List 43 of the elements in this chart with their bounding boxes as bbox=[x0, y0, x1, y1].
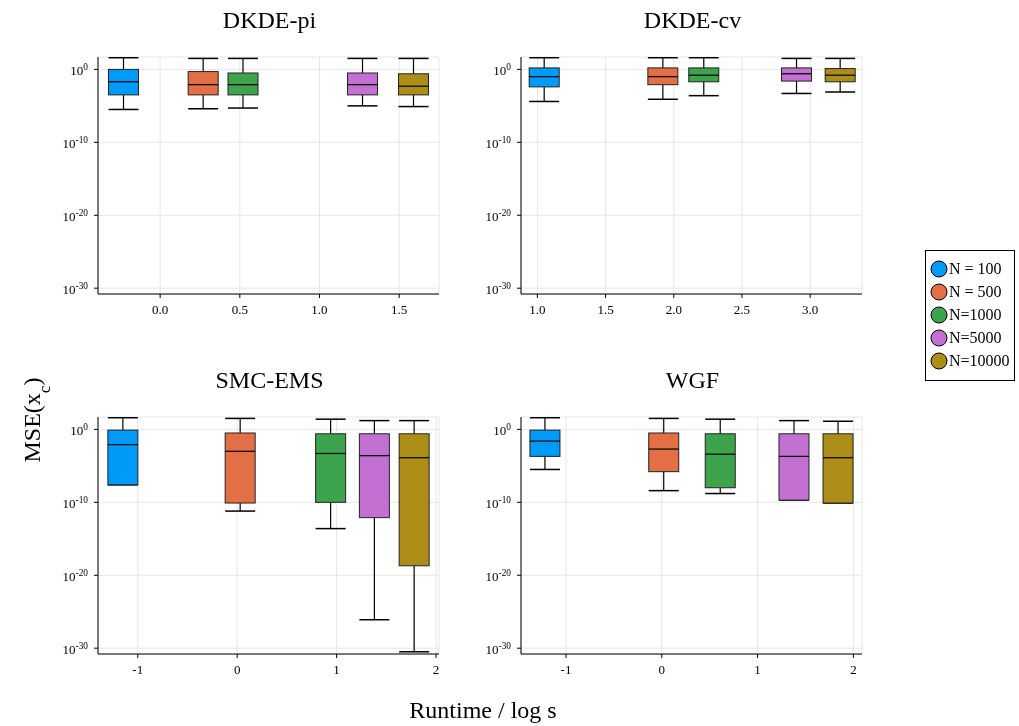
legend-label: N=1000 bbox=[949, 305, 1002, 324]
y-tick-label: 10$^{-10}$ bbox=[485, 495, 512, 512]
legend-label: N = 100 bbox=[949, 259, 1002, 278]
y-tick-label: 10$^{0}$ bbox=[70, 62, 89, 79]
chart-title: DKDE-cv bbox=[642, 6, 743, 35]
x-axis-title: Runtime / log s bbox=[409, 697, 557, 723]
legend-label: N=10000 bbox=[949, 351, 1010, 370]
legend-label: N = 500 bbox=[949, 282, 1002, 301]
x-tick-label: 2 bbox=[850, 662, 857, 677]
y-tick-label: 10$^{-20}$ bbox=[62, 208, 89, 225]
x-tick-label: 1.5 bbox=[391, 302, 408, 317]
y-tick-label: 10$^{-10}$ bbox=[62, 135, 89, 152]
y-tick-label: 10$^{-20}$ bbox=[62, 568, 89, 585]
chart-title: SMC-EMS bbox=[214, 366, 325, 395]
y-tick-label: 10$^{-30}$ bbox=[485, 281, 512, 298]
chart-title: WGF bbox=[664, 366, 721, 395]
x-tick-label: 2.0 bbox=[665, 302, 682, 317]
y-tick-label: 10$^{-30}$ bbox=[62, 281, 89, 298]
x-tick-label: 1.5 bbox=[597, 302, 614, 317]
x-tick-label: 0.5 bbox=[231, 302, 248, 317]
x-tick-label: 1.0 bbox=[311, 302, 328, 317]
x-tick-label: 0 bbox=[233, 662, 241, 677]
x-tick-label: 0 bbox=[658, 662, 666, 677]
chart-title: DKDE-pi bbox=[221, 6, 318, 35]
y-tick-label: 10$^{-30}$ bbox=[485, 641, 512, 658]
y-tick-label: 10$^{-10}$ bbox=[62, 495, 89, 512]
y-tick-label: 10$^{-20}$ bbox=[485, 208, 512, 225]
legend-label: N=5000 bbox=[949, 328, 1002, 347]
y-tick-label: 10$^{0}$ bbox=[493, 422, 512, 439]
y-tick-label: 10$^{0}$ bbox=[493, 62, 512, 79]
x-tick-label: 1 bbox=[754, 662, 761, 677]
y-tick-label: 10$^{0}$ bbox=[70, 422, 89, 439]
x-tick-label: 3.0 bbox=[802, 302, 819, 317]
x-tick-label: -1 bbox=[560, 662, 572, 677]
y-tick-label: 10$^{-30}$ bbox=[62, 641, 89, 658]
y-tick-label: 10$^{-20}$ bbox=[485, 568, 512, 585]
x-tick-label: 0.0 bbox=[152, 302, 169, 317]
x-tick-label: -1 bbox=[132, 662, 144, 677]
x-tick-label: 2.5 bbox=[733, 302, 751, 317]
x-tick-label: 2 bbox=[432, 662, 440, 677]
x-tick-label: 1.0 bbox=[529, 302, 546, 317]
x-tick-label: 1 bbox=[333, 662, 340, 677]
y-tick-label: 10$^{-10}$ bbox=[485, 135, 512, 152]
